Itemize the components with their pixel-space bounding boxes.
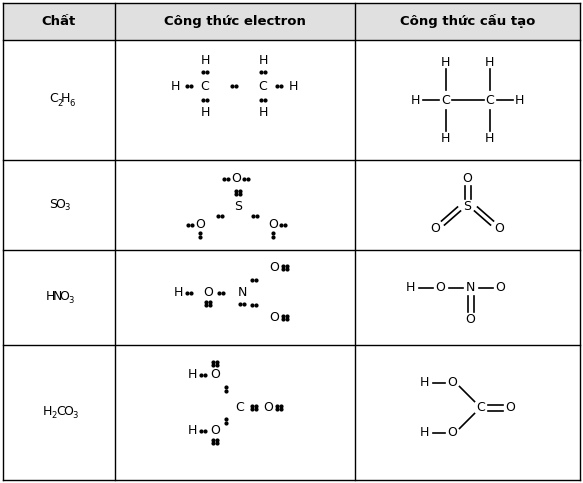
- Text: H: H: [60, 93, 70, 105]
- Text: H: H: [515, 94, 524, 106]
- Text: 3: 3: [64, 203, 70, 213]
- Text: O: O: [203, 286, 213, 299]
- Text: H: H: [406, 281, 415, 294]
- Text: 6: 6: [69, 99, 75, 108]
- Text: N: N: [52, 290, 62, 303]
- Text: H: H: [43, 405, 52, 418]
- Text: C: C: [259, 80, 268, 93]
- Text: Chất: Chất: [42, 15, 76, 28]
- Text: H: H: [485, 131, 494, 144]
- Text: C: C: [441, 94, 450, 106]
- Text: O: O: [63, 405, 73, 418]
- Text: H: H: [420, 376, 429, 389]
- Text: O: O: [496, 281, 505, 294]
- Text: C: C: [201, 80, 209, 93]
- Text: O: O: [55, 198, 65, 211]
- Text: H: H: [441, 131, 450, 144]
- Text: N: N: [237, 286, 247, 299]
- Text: 3: 3: [72, 411, 78, 420]
- Text: H: H: [45, 290, 55, 303]
- Text: 2: 2: [51, 411, 57, 420]
- Text: C: C: [50, 93, 58, 105]
- Bar: [3, 3, 580, 40]
- Text: O: O: [231, 172, 241, 185]
- Text: H: H: [258, 105, 268, 118]
- Text: O: O: [269, 261, 279, 274]
- Text: Công thức electron: Công thức electron: [164, 15, 306, 28]
- Text: O: O: [448, 376, 458, 389]
- Text: O: O: [263, 401, 273, 414]
- Text: H: H: [201, 105, 210, 118]
- Text: H: H: [201, 54, 210, 67]
- Text: O: O: [59, 290, 69, 303]
- Text: H: H: [258, 54, 268, 67]
- Text: O: O: [462, 172, 472, 185]
- Text: C: C: [57, 405, 65, 418]
- Text: O: O: [210, 424, 220, 437]
- Text: H: H: [289, 80, 298, 93]
- Text: H: H: [411, 94, 420, 106]
- Text: C: C: [476, 401, 485, 414]
- Text: 2: 2: [57, 99, 62, 108]
- Text: N: N: [466, 281, 475, 294]
- Text: O: O: [448, 426, 458, 439]
- Text: C: C: [236, 401, 244, 414]
- Text: O: O: [494, 223, 504, 236]
- Text: Công thức cấu tạo: Công thức cấu tạo: [400, 14, 535, 28]
- Text: S: S: [234, 200, 242, 213]
- Text: 3: 3: [68, 296, 73, 305]
- Text: O: O: [505, 401, 515, 414]
- Text: H: H: [170, 80, 180, 93]
- Text: O: O: [195, 218, 205, 231]
- Text: H: H: [441, 56, 450, 69]
- Text: C: C: [485, 94, 494, 106]
- Text: O: O: [436, 281, 445, 294]
- Text: H: H: [187, 368, 196, 381]
- Text: H: H: [173, 286, 182, 299]
- Text: O: O: [466, 313, 476, 326]
- Text: H: H: [187, 424, 196, 437]
- Text: S: S: [463, 200, 472, 213]
- Text: H: H: [420, 426, 429, 439]
- Text: O: O: [431, 223, 440, 236]
- Text: H: H: [485, 56, 494, 69]
- Text: O: O: [210, 368, 220, 381]
- Text: O: O: [268, 218, 278, 231]
- Text: O: O: [269, 311, 279, 324]
- Text: S: S: [49, 198, 57, 211]
